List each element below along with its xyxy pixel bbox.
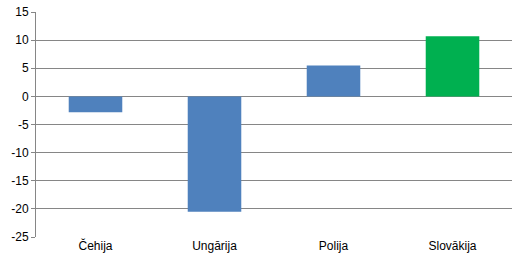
svg-text:-5: -5 xyxy=(18,118,29,132)
svg-text:10: 10 xyxy=(15,33,29,47)
svg-text:Slovākija: Slovākija xyxy=(428,239,476,253)
svg-text:-15: -15 xyxy=(11,174,29,188)
svg-text:0: 0 xyxy=(22,90,29,104)
svg-text:5: 5 xyxy=(22,61,29,75)
svg-text:-10: -10 xyxy=(11,146,29,160)
svg-text:Ungārija: Ungārija xyxy=(192,239,237,253)
svg-text:-20: -20 xyxy=(11,202,29,216)
svg-text:15: 15 xyxy=(15,5,29,19)
svg-text:Čehija: Čehija xyxy=(78,238,112,253)
svg-text:Polija: Polija xyxy=(319,239,349,253)
svg-text:-25: -25 xyxy=(11,230,29,244)
